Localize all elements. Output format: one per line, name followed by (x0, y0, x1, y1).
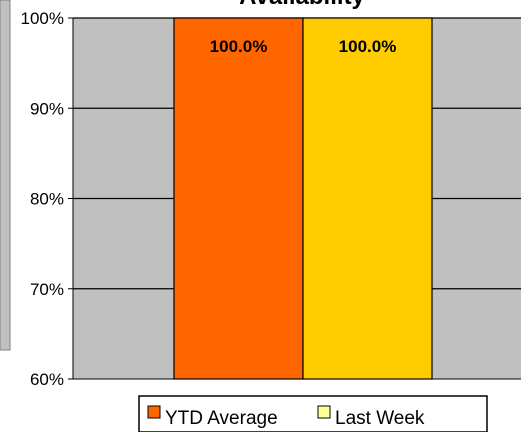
y-tick-labels: 60% 70% 80% 90% 100% (21, 9, 73, 389)
bar-ytd-average (173, 17, 304, 380)
data-label: 100.0% (339, 37, 397, 56)
y-tick-label: 90% (30, 99, 64, 118)
y-tick-label: 80% (30, 190, 64, 209)
data-labels: 100.0% 100.0% (210, 37, 397, 56)
data-label: 100.0% (210, 37, 268, 56)
legend-box (138, 395, 488, 432)
bar-last-week (302, 17, 433, 380)
legend-label-ytd-average: YTD Average (165, 408, 278, 429)
legend: YTD Average Last Week (138, 395, 488, 432)
legend-swatch-ytd-average (147, 405, 161, 419)
y-tick-label: 100% (21, 9, 64, 28)
bars (173, 17, 433, 380)
legend-label-last-week: Last Week (335, 408, 425, 429)
chart-title: Availability (239, 0, 365, 10)
legend-swatch-last-week (317, 405, 331, 419)
left-panel-strip (0, 0, 11, 351)
y-tick-label: 70% (30, 280, 64, 299)
y-tick-label: 60% (30, 370, 64, 389)
